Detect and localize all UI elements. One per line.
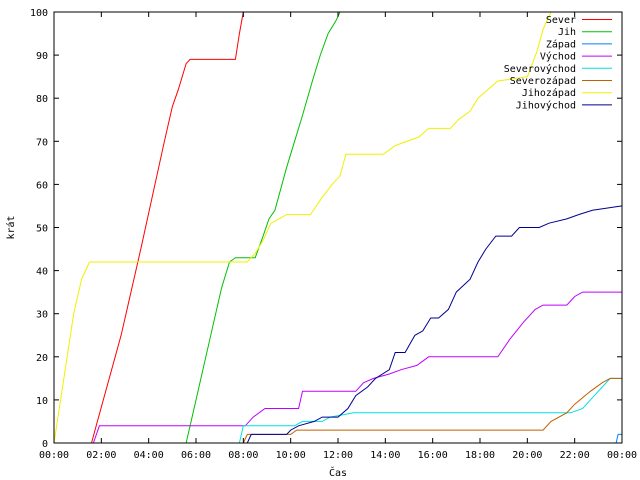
y-tick-label: 80: [36, 94, 48, 105]
y-tick-label: 70: [36, 137, 48, 148]
x-tick-label: 00:00: [607, 450, 637, 461]
x-tick-label: 04:00: [134, 450, 164, 461]
y-tick-label: 100: [30, 8, 48, 19]
y-tick-label: 0: [42, 439, 48, 450]
series-line: [615, 433, 622, 444]
ticks-layer: 0 10 20 30 40 50 60 70 80 90 100 00:00 02:00 04:00 06:…: [30, 8, 637, 461]
series-line: [92, 291, 622, 444]
legend-label: Sever: [546, 15, 576, 26]
x-tick-label: 00:00: [39, 450, 69, 461]
series-layer: [53, 11, 623, 444]
x-tick-label: 06:00: [181, 450, 211, 461]
y-tick-label: 60: [36, 180, 48, 191]
legend-label: Jihovýchod: [516, 99, 576, 111]
y-tick-label: 30: [36, 310, 48, 321]
y-tick-label: 20: [36, 353, 48, 364]
legend-label: Severovýchod: [504, 63, 576, 75]
legend-label: Jih: [558, 27, 576, 38]
y-tick-label: 40: [36, 267, 48, 278]
x-tick-label: 02:00: [86, 450, 116, 461]
legend-label: Východ: [540, 51, 576, 63]
legend-label: Jihozápad: [522, 87, 576, 99]
y-tick-label: 10: [36, 396, 48, 407]
plot-frame: [53, 11, 623, 444]
x-tick-label: 22:00: [560, 450, 590, 461]
y-axis-label: krát: [5, 215, 17, 239]
x-tick-label: 12:00: [323, 450, 353, 461]
x-axis-label: Čas: [329, 466, 347, 479]
x-tick-label: 10:00: [276, 450, 306, 461]
series-line: [53, 11, 552, 444]
x-tick-label: 16:00: [418, 450, 448, 461]
series-line: [246, 205, 623, 444]
legend: SeverJihZápadVýchodSeverovýchodSeverozáp…: [504, 15, 612, 111]
x-tick-label: 18:00: [465, 450, 495, 461]
x-tick-label: 20:00: [512, 450, 542, 461]
y-tick-label: 90: [36, 51, 48, 62]
series-line: [185, 11, 341, 444]
x-tick-label: 14:00: [370, 450, 400, 461]
y-tick-label: 50: [36, 224, 48, 235]
series-line: [238, 377, 622, 444]
series-line: [91, 11, 244, 444]
x-tick-label: 08:00: [228, 450, 258, 461]
legend-label: Západ: [546, 38, 576, 50]
legend-label: Severozápad: [510, 75, 576, 87]
